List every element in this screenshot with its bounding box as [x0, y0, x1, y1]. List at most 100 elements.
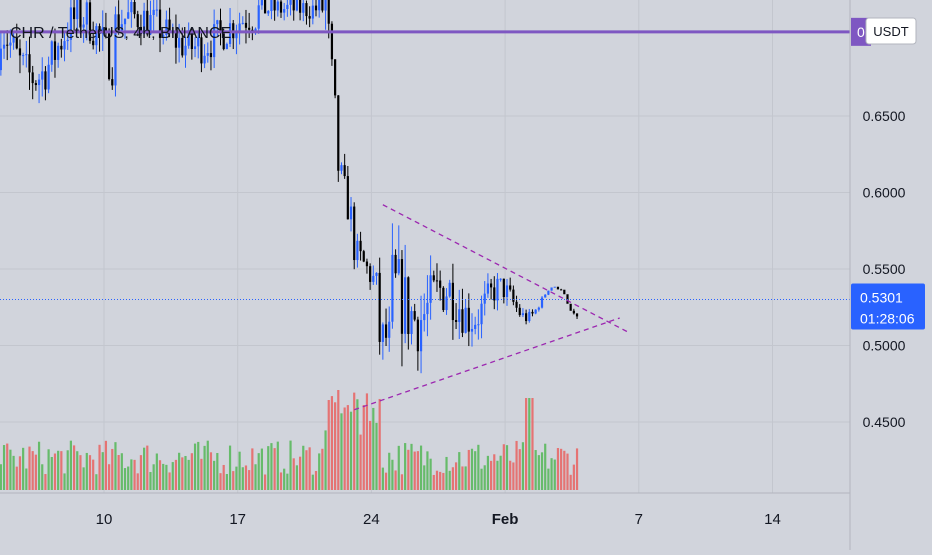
date-tick-label: 7	[635, 511, 643, 528]
date-tick-label: 10	[96, 511, 113, 528]
candle-body	[66, 39, 69, 42]
date-tick-label: Feb	[492, 511, 519, 528]
candle-body	[149, 14, 152, 35]
price-tick-label: 0.5500	[863, 261, 906, 277]
current-price-label: 0.5301	[860, 289, 903, 305]
candle-body	[556, 286, 560, 290]
candle-body	[0, 48, 2, 71]
volume-bar	[419, 445, 423, 490]
volume-bar	[200, 458, 203, 490]
volume-bar	[356, 399, 359, 490]
volume-bar	[248, 470, 251, 490]
candle-body	[416, 319, 419, 352]
candle-body	[509, 285, 512, 290]
volume-bar	[139, 455, 143, 490]
volume-bar	[92, 459, 95, 490]
candle-body	[467, 307, 470, 332]
volume-bar	[28, 446, 31, 490]
candle-body	[486, 283, 490, 294]
candle-body	[528, 311, 531, 322]
volume-bar	[101, 452, 104, 490]
volume-bar	[279, 472, 283, 490]
volume-bar	[130, 459, 133, 490]
volume-bar	[540, 452, 544, 490]
candle-body	[63, 41, 66, 50]
candle-body	[429, 275, 432, 303]
volume-bar	[486, 455, 490, 490]
candle-body	[34, 83, 37, 86]
candle-body	[496, 278, 499, 301]
volume-bar	[53, 453, 57, 490]
volume-bar	[521, 442, 525, 490]
resistance-badge-label: 0	[857, 24, 865, 40]
candle-body	[257, 5, 260, 29]
candle-body	[410, 311, 413, 334]
volume-bar	[41, 464, 44, 490]
candle-body	[464, 307, 467, 333]
volume-bar	[575, 448, 579, 490]
candle-body	[44, 71, 47, 90]
candle-body	[225, 43, 228, 50]
volume-bar	[499, 455, 502, 490]
volume-bar	[190, 453, 193, 490]
countdown-label: 01:28:06	[860, 310, 915, 326]
volume-bar	[254, 464, 257, 490]
volume-bar	[50, 456, 53, 490]
price-tick-label: 0.5000	[863, 338, 906, 354]
candle-body	[480, 303, 483, 325]
candle-body	[461, 309, 464, 333]
volume-bar	[327, 400, 330, 490]
volume-bar	[9, 449, 12, 490]
candle-body	[241, 22, 244, 24]
candle-body	[381, 324, 384, 342]
volume-bar	[467, 449, 470, 490]
volume-bar	[324, 430, 327, 490]
volume-bar	[25, 468, 28, 490]
volume-bar	[518, 449, 521, 490]
volume-bar	[146, 445, 149, 490]
volume-bar	[404, 443, 407, 490]
candle-body	[197, 37, 200, 47]
candle-body	[6, 44, 9, 46]
volume-bar	[566, 453, 569, 490]
volume-bar	[12, 455, 15, 490]
date-tick-label: 17	[229, 511, 246, 528]
volume-bar	[349, 411, 353, 490]
candle-body	[15, 37, 18, 49]
candle-body	[515, 301, 518, 308]
candle-body	[200, 37, 203, 64]
volume-bar	[270, 443, 273, 490]
candle-body	[279, 1, 283, 13]
candle-body	[560, 289, 563, 291]
unit-badge[interactable]: USDT	[865, 17, 917, 45]
candle-body	[454, 320, 458, 322]
volume-bar	[378, 398, 381, 490]
volume-bar	[31, 451, 34, 490]
candle-body	[572, 310, 575, 314]
volume-bar	[184, 455, 187, 490]
candle-body	[537, 307, 540, 310]
candle-body	[483, 293, 486, 304]
candle-body	[18, 48, 22, 56]
time-axis[interactable]: 10 17 24 Feb 7 14	[96, 511, 781, 528]
candle-body	[359, 240, 362, 252]
candle-body	[25, 54, 28, 56]
volume-bar	[0, 464, 2, 490]
volume-bar	[544, 443, 547, 490]
candle-body	[289, 0, 292, 5]
volume-bar	[318, 453, 321, 490]
volume-bar	[273, 448, 276, 490]
price-axis[interactable]: 0.6500 0.6000 0.5500 0.5000 0.4500	[863, 108, 906, 430]
candle-body	[308, 16, 311, 19]
candle-body	[37, 79, 41, 86]
volume-bar	[295, 465, 299, 490]
candle-body	[337, 95, 340, 171]
candle-body	[222, 30, 225, 50]
volume-bar	[512, 462, 515, 490]
candle-body	[60, 45, 63, 50]
volume-bar	[298, 456, 302, 490]
candle-body	[404, 277, 407, 334]
candle-body	[276, 1, 279, 11]
candle-body	[9, 42, 12, 46]
